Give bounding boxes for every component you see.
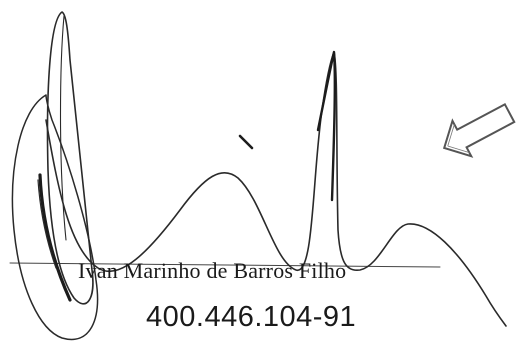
signer-name: Ivan Marinho de Barros Filho (78, 258, 347, 283)
arrow-stamp-icon (442, 102, 516, 158)
signer-id-number: 400.446.104-91 (146, 301, 357, 333)
